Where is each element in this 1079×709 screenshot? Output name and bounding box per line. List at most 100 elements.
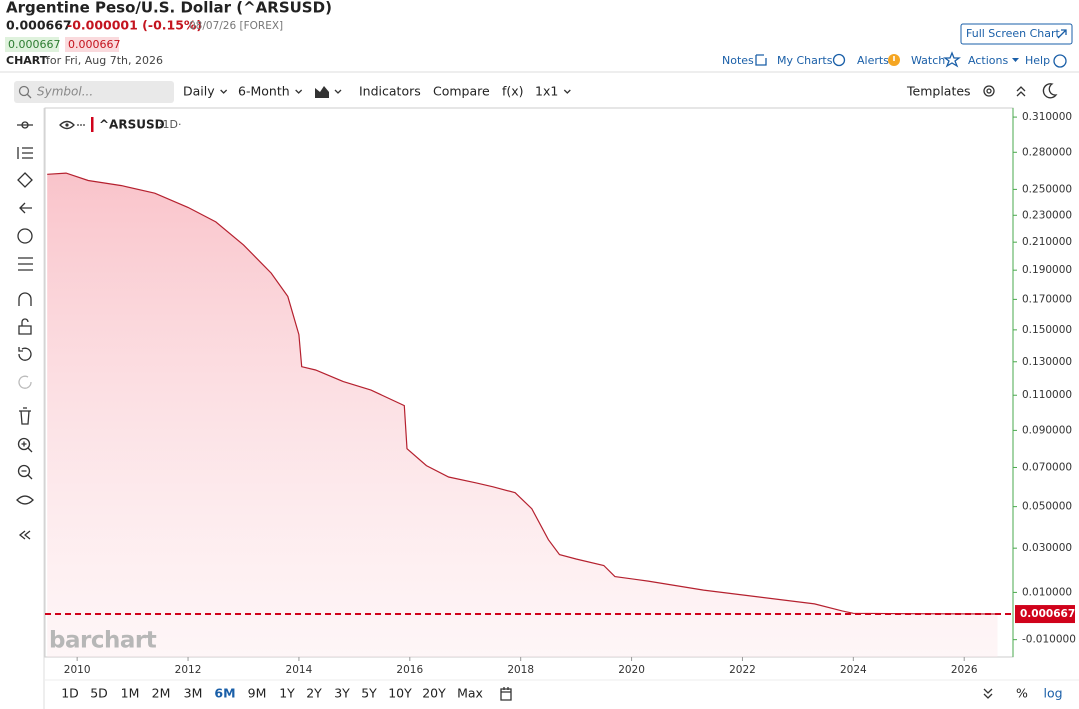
chevron: [334, 89, 342, 94]
y-tick-label: 0.150000: [1022, 324, 1072, 336]
expand-icon: [1057, 29, 1067, 39]
tool-visibility[interactable]: [16, 495, 34, 505]
y-tick-label: 0.050000: [1022, 501, 1072, 513]
x-tick-label: 2022: [729, 664, 756, 676]
toolbar-compare[interactable]: Compare: [433, 84, 490, 99]
header-link[interactable]: Watch: [911, 54, 945, 67]
search-icon-handle: [26, 93, 32, 99]
toolbar: Daily 6-Month Indicators Compare f(x) 1x1 Temp…: [183, 84, 971, 99]
tool-zoom-in[interactable]: [17, 437, 31, 451]
chevron: [295, 89, 303, 94]
symbol-placeholder[interactable]: Symbol...: [37, 85, 93, 99]
y-tick-label: 0.010000: [1022, 586, 1072, 598]
period-button[interactable]: 2Y: [306, 686, 322, 701]
settings-icon[interactable]: [983, 85, 995, 97]
legend-entry: ^ARSUSD: [99, 118, 165, 132]
toolbar-layout[interactable]: 1x1: [535, 84, 558, 99]
toolbar-fx[interactable]: f(x): [502, 84, 524, 99]
y-tick-label: 0.030000: [1022, 542, 1072, 554]
theme-icon[interactable]: [1042, 83, 1058, 99]
tool-zoom-out[interactable]: [17, 464, 31, 478]
period-button[interactable]: 10Y: [388, 686, 412, 701]
period-button[interactable]: 9M: [248, 686, 267, 701]
ask-price: 0.000667: [68, 38, 121, 51]
tool-arrow[interactable]: [19, 202, 32, 214]
last-price-badge: [1015, 605, 1075, 624]
price-change: -0.000001 (-0.15%): [67, 18, 202, 33]
period-button[interactable]: 1Y: [279, 686, 295, 701]
percent-toggle[interactable]: %: [1016, 686, 1028, 701]
page-title: Argentine Peso/U.S. Dollar (^ARSUSD): [6, 0, 332, 17]
tool-delete[interactable]: [19, 407, 31, 425]
search-icon: [18, 85, 30, 97]
tool-lock[interactable]: [18, 318, 32, 335]
tool-magnet[interactable]: [18, 292, 32, 306]
tool-shape[interactable]: [17, 172, 33, 188]
period-button[interactable]: 1D: [61, 686, 79, 701]
plot: 0.310000 0.280000 0.250000 0.230000 0.210000…: [45, 111, 1076, 676]
header-link[interactable]: Help: [1025, 54, 1050, 67]
y-tick-label: 0.110000: [1022, 389, 1072, 401]
header-link[interactable]: Notes: [722, 54, 754, 67]
header-link[interactable]: Alerts: [857, 54, 889, 67]
period-button[interactable]: 3Y: [334, 686, 350, 701]
chevron: [563, 89, 571, 94]
calendar-icon[interactable]: [500, 687, 512, 701]
period-button[interactable]: Max: [457, 686, 483, 701]
help-icon: [1053, 54, 1067, 68]
toolbar-templates[interactable]: Templates: [906, 84, 971, 99]
legend-menu-dot[interactable]: [80, 124, 82, 126]
collapse-sidebar[interactable]: [18, 530, 31, 540]
period-button[interactable]: 2M: [152, 686, 171, 701]
my-charts-icon: [832, 53, 846, 67]
y-tick-label: 0.090000: [1022, 424, 1072, 436]
y-tick-label: 0.170000: [1022, 293, 1072, 305]
tool-undo[interactable]: [18, 347, 32, 361]
chart-date: for Fri, Aug 7th, 2026: [46, 54, 163, 67]
header-link[interactable]: Actions: [968, 54, 1008, 67]
period-button[interactable]: 20Y: [422, 686, 446, 701]
chart-label: CHART: [6, 54, 48, 67]
period-button[interactable]: 3M: [184, 686, 203, 701]
toolbar-range[interactable]: 6-Month: [238, 84, 290, 99]
actions-caret: [1012, 58, 1019, 62]
x-tick-label: 2026: [951, 664, 978, 676]
period-button[interactable]: 5D: [90, 686, 108, 701]
y-tick-label: 0.280000: [1022, 146, 1072, 158]
tool-pattern[interactable]: [18, 257, 33, 271]
tool-fib[interactable]: [17, 147, 33, 159]
y-tick-label: 0.310000: [1022, 111, 1072, 123]
y-tick-label: -0.010000: [1022, 634, 1076, 646]
symbol-input[interactable]: [14, 81, 174, 103]
y-tick-label: 0.130000: [1022, 356, 1072, 368]
log-toggle[interactable]: log: [1043, 686, 1062, 701]
tool-zoom-in-detail: [21, 441, 33, 453]
collapse-icon[interactable]: [1016, 86, 1026, 97]
period-button[interactable]: 1M: [121, 686, 140, 701]
toolbar-indicators[interactable]: Indicators: [359, 84, 421, 99]
header-links: Notes My Charts Alerts Watch Actions Help: [722, 51, 1067, 68]
full-screen-button[interactable]: [960, 23, 1073, 45]
tool-counter[interactable]: [17, 228, 33, 244]
period-button[interactable]: 6M: [214, 686, 235, 701]
tool-line[interactable]: [17, 121, 33, 129]
legend-eye[interactable]: [59, 120, 75, 130]
y-tick-label: 0.190000: [1022, 264, 1072, 276]
full-screen-label[interactable]: Full Screen Chart: [966, 27, 1061, 40]
legend-menu-dot[interactable]: [83, 124, 85, 126]
scroll-icon[interactable]: [983, 688, 993, 699]
notes-icon: [755, 54, 767, 66]
price-line: [47, 172, 998, 615]
tool-redo: [18, 375, 32, 389]
period-bar: 1D 5D 1M 2M 3M 6M 9M 1Y 2Y 3Y 5Y 10Y 20Y Max: [61, 686, 483, 701]
period-button[interactable]: 5Y: [361, 686, 377, 701]
legend-menu-dot[interactable]: [77, 124, 79, 126]
y-tick-label: 0.250000: [1022, 183, 1072, 195]
header-link[interactable]: My Charts: [777, 54, 833, 67]
legend-swatch: [91, 117, 94, 132]
toolbar-interval[interactable]: Daily: [183, 84, 215, 99]
watch-icon: [943, 51, 961, 68]
bid-badge: [5, 37, 59, 52]
chart-type-icon[interactable]: [315, 86, 329, 98]
